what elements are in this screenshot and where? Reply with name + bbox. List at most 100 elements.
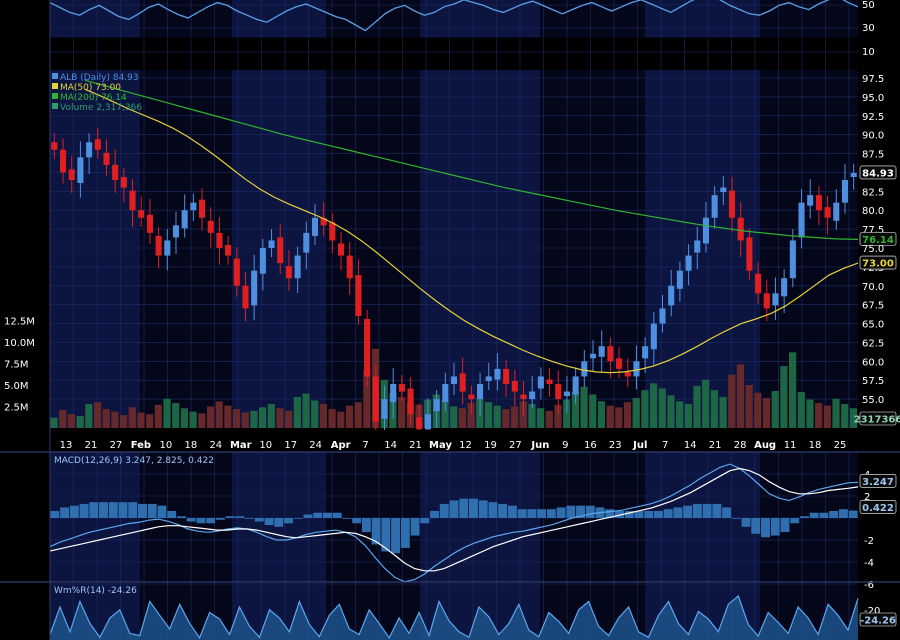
macd-histogram-bar xyxy=(576,505,586,518)
macd-histogram-bar xyxy=(722,507,732,518)
x-axis-label: 10 xyxy=(259,440,272,451)
volume-bar xyxy=(232,409,241,428)
volume-bar xyxy=(250,410,258,428)
volume-bar xyxy=(788,352,797,428)
candle-body xyxy=(59,149,67,173)
ma200-tag: 76.14 xyxy=(862,235,894,246)
macd-histogram-bar xyxy=(313,512,323,518)
candle-body xyxy=(251,270,258,306)
x-axis-label: 18 xyxy=(809,440,822,451)
macd-histogram-bar xyxy=(770,518,780,536)
candle-body xyxy=(346,255,353,279)
volume-tag-box xyxy=(859,411,897,426)
volume-bar xyxy=(85,403,93,428)
macd-value-tag: 3.247 xyxy=(862,477,894,488)
macd-histogram-bar xyxy=(391,518,401,554)
volume-bar xyxy=(632,397,640,428)
candle-body xyxy=(77,157,84,184)
macd-histogram-bar xyxy=(546,509,556,518)
candle-body xyxy=(442,384,449,403)
macd-histogram-bar xyxy=(478,500,488,518)
candle-body xyxy=(372,376,379,422)
volume-bar xyxy=(354,402,362,428)
volume-bar xyxy=(849,408,857,428)
legend-label: ALB (Daily) 84.93 xyxy=(60,73,139,83)
volume-tick-label: 12.5M xyxy=(4,317,35,328)
volume-bar xyxy=(510,406,519,428)
candle-body xyxy=(607,346,614,362)
candle-body xyxy=(833,202,840,221)
volume-bar xyxy=(762,397,771,428)
candle-body xyxy=(303,232,310,253)
volume-bar xyxy=(163,398,171,428)
candle-body xyxy=(755,273,762,294)
candle-body xyxy=(112,164,119,180)
volume-bar xyxy=(754,392,762,428)
volume-bar xyxy=(502,409,510,428)
volume-bar xyxy=(59,409,67,428)
x-axis-label: 21 xyxy=(85,440,98,451)
legend-swatch xyxy=(52,83,58,89)
candle-body xyxy=(172,225,180,238)
x-axis-label: Apr xyxy=(331,440,351,451)
volume-bar xyxy=(571,391,579,428)
volume-bar xyxy=(111,411,119,428)
x-axis-label: 24 xyxy=(309,440,322,451)
volume-bar xyxy=(493,405,501,428)
candle-body xyxy=(103,152,110,165)
macd-histogram-bar xyxy=(118,502,128,518)
volume-bar xyxy=(537,408,545,428)
volume-bar xyxy=(667,395,675,428)
price-tick-label: 92.5 xyxy=(862,112,884,123)
rsi-band-1 xyxy=(232,0,326,38)
macd-histogram-bar xyxy=(498,503,508,518)
volume-bar xyxy=(615,407,623,428)
macd-histogram-bar xyxy=(819,512,829,518)
legend-label: Volume 2,317,366 xyxy=(60,103,142,113)
candle-body xyxy=(807,195,814,206)
candle-body xyxy=(355,275,362,316)
candle-body xyxy=(702,217,709,244)
candle-body xyxy=(824,207,831,218)
volume-bar xyxy=(154,404,162,428)
price-tick-label: 55.0 xyxy=(862,395,884,406)
macd-histogram-bar xyxy=(352,518,362,524)
candle-body xyxy=(841,180,849,203)
price-tick-label: 82.5 xyxy=(862,187,884,198)
candle-body xyxy=(633,361,640,377)
candle-body xyxy=(624,371,631,377)
x-axis-label: 7 xyxy=(362,440,368,451)
candle-body xyxy=(329,222,336,241)
candle-body xyxy=(668,285,675,306)
macd-macd-line xyxy=(49,463,859,583)
candle-body xyxy=(277,237,284,264)
macd-histogram-bar xyxy=(342,518,352,519)
x-axis-label: 11 xyxy=(784,440,797,451)
ma50-tag-box xyxy=(859,255,897,270)
macd-histogram-bar xyxy=(371,518,381,545)
macd-histogram-bar xyxy=(615,510,624,518)
ma50-tag: 73.00 xyxy=(862,259,894,270)
candle-body xyxy=(711,195,718,218)
x-axis-label: 9 xyxy=(562,440,568,451)
volume-bar xyxy=(771,391,779,428)
candle-body xyxy=(563,391,570,397)
x-axis-label: 27 xyxy=(110,440,123,451)
macd-histogram-bar xyxy=(751,518,761,534)
candle-body xyxy=(68,169,75,180)
xaxis-bg xyxy=(0,430,900,452)
macd-histogram-bar xyxy=(196,518,206,524)
volume-bar xyxy=(337,411,345,428)
volume-bar xyxy=(528,403,536,428)
legend-swatch xyxy=(52,93,58,99)
legend-swatch xyxy=(52,73,58,79)
macd-histogram-bar xyxy=(138,503,147,518)
candle-body xyxy=(138,210,145,218)
volume-bar xyxy=(823,405,831,428)
candle-body xyxy=(555,384,562,400)
volume-bar xyxy=(467,403,475,428)
volume-bar xyxy=(302,393,310,428)
candle-body xyxy=(772,293,779,306)
x-axis-label: 14 xyxy=(684,440,697,451)
wr-tick-label: -20 xyxy=(864,606,880,617)
